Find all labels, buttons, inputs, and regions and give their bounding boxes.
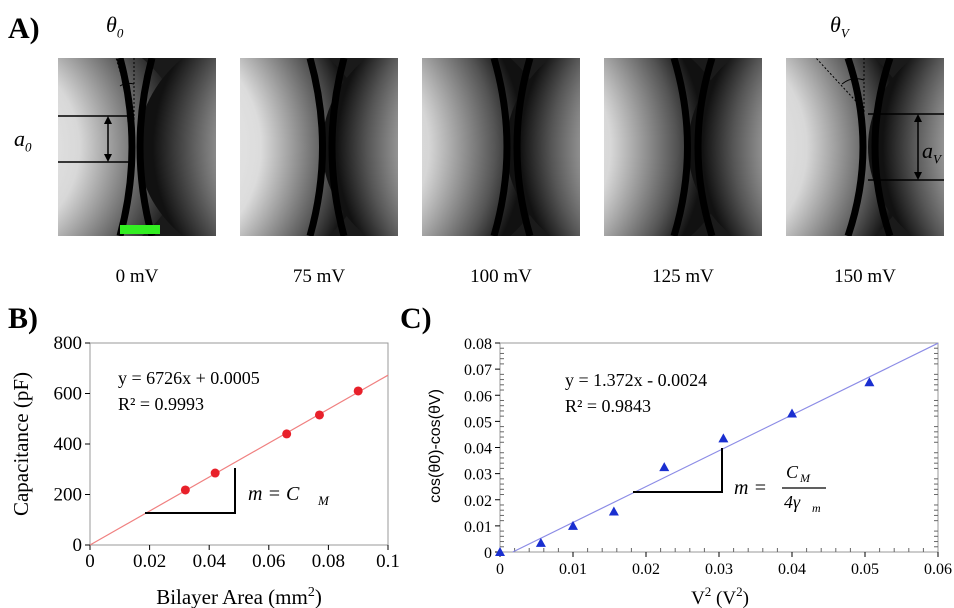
fit-line — [512, 342, 939, 553]
droplet-pair-image — [240, 58, 398, 236]
fit-equation: y = 1.372x - 0.0024 — [565, 370, 707, 390]
micrograph-150mv — [786, 58, 944, 236]
panel-b-label: B) — [8, 302, 38, 335]
data-point — [718, 433, 729, 443]
panel-c-label: C) — [400, 302, 432, 335]
theta0-label: θ0 — [106, 12, 124, 41]
y-tick-label: 0.04 — [464, 441, 492, 458]
data-point — [353, 386, 363, 396]
y-tick-label: 0.06 — [464, 388, 492, 405]
slope-numerator: C — [786, 462, 799, 482]
voltage-label-1: 75 mV — [292, 266, 346, 287]
x-tick-label: 0.02 — [133, 551, 166, 572]
data-point — [535, 537, 546, 547]
slope-label: m = — [734, 477, 767, 499]
droplet-pair-image — [58, 58, 216, 236]
data-point — [864, 377, 875, 387]
y-axis-title: cos(θ0)-cos(θV) — [427, 389, 444, 503]
slope-denominator-sub: m — [812, 501, 821, 515]
droplet-pair-image — [422, 58, 580, 236]
x-tick-label: 0.01 — [559, 561, 587, 578]
y-tick-label: 400 — [54, 434, 83, 455]
data-point — [210, 468, 220, 478]
micrograph-row: θ0 a0 — [0, 0, 954, 300]
aV-label: aV — [922, 138, 941, 167]
voltage-label-4: 150 mV — [834, 266, 896, 287]
x-tick-label: 0.1 — [376, 551, 400, 572]
data-point — [787, 408, 797, 418]
data-point — [659, 462, 670, 472]
droplet-pair-image — [604, 58, 762, 236]
y-tick-label: 800 — [54, 333, 83, 354]
x-tick-label: 0 — [496, 561, 504, 578]
r-squared: R² = 0.9843 — [565, 396, 651, 416]
x-tick-label: 0.04 — [193, 551, 227, 572]
slope-triangle — [633, 448, 723, 493]
micrograph-125mv — [604, 58, 762, 236]
voltage-label-3: 125 mV — [652, 266, 714, 287]
y-tick-label: 0.01 — [464, 519, 492, 536]
y-tick-label: 0.05 — [464, 414, 492, 431]
x-tick-label: 0.04 — [778, 561, 806, 578]
slope-denominator: 4γ — [784, 492, 801, 512]
r-squared: R² = 0.9993 — [118, 394, 204, 414]
data-point — [180, 485, 190, 495]
droplet-pair-image — [786, 58, 944, 236]
x-tick-label: 0.08 — [312, 551, 345, 572]
y-tick-label: 200 — [54, 485, 83, 506]
x-tick-label: 0 — [85, 551, 95, 572]
x-axis-title: Bilayer Area (mm2) — [156, 585, 322, 608]
y-tick-label: 0.07 — [464, 362, 492, 379]
micrograph-100mv — [422, 58, 580, 236]
micrograph-0mv — [58, 58, 216, 236]
x-tick-label: 0.06 — [924, 561, 952, 578]
y-tick-label: 0 — [73, 535, 83, 556]
a0-label: a0 — [14, 126, 32, 155]
slope-triangle — [145, 468, 236, 514]
x-tick-label: 0.05 — [851, 561, 879, 578]
micrograph-75mv — [240, 58, 398, 236]
y-axis-title: Capacitance (pF) — [9, 372, 33, 516]
thetaV-label: θV — [830, 12, 849, 41]
x-tick-label: 0.02 — [632, 561, 660, 578]
fit-equation: y = 6726x + 0.0005 — [118, 368, 260, 388]
x-tick-label: 0.03 — [705, 561, 733, 578]
x-axis-title: V2 (V2) — [691, 584, 749, 608]
x-tick-label: 0.06 — [252, 551, 285, 572]
data-point — [314, 410, 324, 420]
data-point — [495, 547, 505, 556]
y-tick-label: 0 — [484, 545, 492, 562]
y-tick-label: 0.02 — [464, 493, 492, 510]
scale-bar — [120, 225, 160, 234]
y-tick-label: 0.03 — [464, 467, 492, 484]
slope-numerator-sub: M — [799, 471, 811, 485]
data-point — [608, 506, 619, 516]
fit-line — [89, 374, 389, 546]
slope-label-sub: M — [317, 493, 330, 508]
slope-label: m = C — [248, 483, 300, 505]
panel-a-label: A) — [8, 12, 40, 45]
data-point — [568, 520, 578, 530]
voltage-label-2: 100 mV — [470, 266, 532, 287]
y-tick-label: 0.08 — [464, 336, 492, 353]
y-tick-label: 600 — [54, 384, 83, 405]
voltage-label-0: 0 mV — [115, 266, 159, 287]
data-point — [282, 429, 292, 439]
